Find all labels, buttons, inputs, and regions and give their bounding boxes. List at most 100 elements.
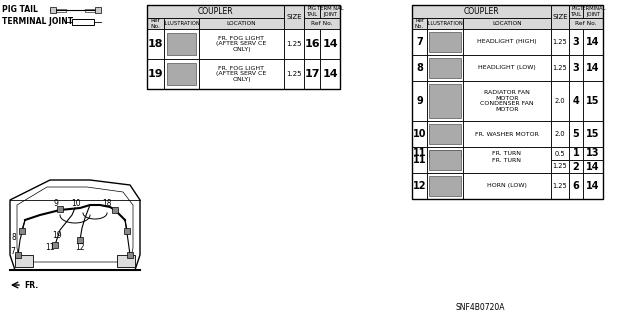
Bar <box>551 5 569 29</box>
Text: 2.0: 2.0 <box>555 98 565 104</box>
Text: 1.25: 1.25 <box>286 41 301 47</box>
Bar <box>583 5 603 18</box>
Bar <box>569 121 583 147</box>
Text: HEADLIGHT (HIGH): HEADLIGHT (HIGH) <box>477 40 537 44</box>
Text: 17: 17 <box>304 69 320 79</box>
Bar <box>412 55 427 81</box>
Text: 13: 13 <box>586 149 600 159</box>
Bar <box>463 55 551 81</box>
Bar <box>164 29 199 59</box>
Bar <box>551 81 569 121</box>
Bar <box>147 5 284 18</box>
Bar <box>57 206 63 212</box>
Bar <box>15 255 33 267</box>
Bar <box>199 18 284 29</box>
Bar <box>284 5 304 29</box>
Bar <box>551 121 569 147</box>
Text: 1.25: 1.25 <box>552 65 568 71</box>
Bar <box>427 81 463 121</box>
Bar <box>463 29 551 55</box>
Text: 2: 2 <box>573 161 579 172</box>
Bar <box>569 160 583 173</box>
Text: 5: 5 <box>573 129 579 139</box>
Text: ILLUSTRATION: ILLUSTRATION <box>163 21 200 26</box>
Text: 8: 8 <box>416 63 423 73</box>
Bar <box>551 55 569 81</box>
Text: 14: 14 <box>322 39 338 49</box>
Text: Ref
No.: Ref No. <box>415 18 424 29</box>
Bar <box>551 173 569 199</box>
Bar <box>412 81 427 121</box>
Text: 12: 12 <box>413 181 426 191</box>
Bar <box>429 58 461 78</box>
Text: 9: 9 <box>416 96 423 106</box>
Text: 3: 3 <box>573 37 579 47</box>
Text: FR. WASHER MOTOR: FR. WASHER MOTOR <box>475 131 539 137</box>
Text: HEADLIGHT (LOW): HEADLIGHT (LOW) <box>478 65 536 70</box>
Text: 1: 1 <box>573 149 579 159</box>
Bar <box>412 147 427 160</box>
Text: FR. TURN: FR. TURN <box>493 151 522 156</box>
Bar <box>427 121 463 147</box>
Bar <box>463 173 551 199</box>
Bar <box>284 59 304 89</box>
Bar <box>77 237 83 243</box>
Text: TERMINAL JOINT: TERMINAL JOINT <box>2 18 73 26</box>
Bar <box>112 207 118 213</box>
Text: 19: 19 <box>148 69 163 79</box>
Bar <box>569 55 583 81</box>
Bar <box>569 147 583 160</box>
Text: TERM NAL
JOINT: TERM NAL JOINT <box>317 6 343 17</box>
Text: 0.5: 0.5 <box>555 151 565 157</box>
Text: 10: 10 <box>413 129 426 139</box>
Text: LOCATION: LOCATION <box>492 21 522 26</box>
Bar <box>583 121 603 147</box>
Text: 1.25: 1.25 <box>552 183 568 189</box>
Text: 18: 18 <box>148 39 163 49</box>
Bar <box>167 63 196 85</box>
Text: COUPLER: COUPLER <box>464 7 499 16</box>
Text: 14: 14 <box>586 37 600 47</box>
Bar <box>427 18 463 29</box>
Text: TERMINAL
JOINT: TERMINAL JOINT <box>580 6 606 17</box>
Bar <box>429 124 461 144</box>
Text: 7: 7 <box>416 37 423 47</box>
Bar <box>427 147 463 173</box>
Bar <box>52 242 58 248</box>
Bar <box>569 81 583 121</box>
Bar <box>551 147 569 160</box>
Bar <box>551 29 569 55</box>
Text: LOCATION: LOCATION <box>227 21 256 26</box>
Text: 14: 14 <box>322 69 338 79</box>
Text: 10: 10 <box>71 199 81 209</box>
Bar <box>429 32 461 52</box>
Text: 2.0: 2.0 <box>555 131 565 137</box>
Bar <box>412 29 427 55</box>
Bar <box>412 147 427 173</box>
Text: Ref No.: Ref No. <box>311 21 333 26</box>
Bar <box>427 29 463 55</box>
Bar <box>412 5 551 18</box>
Bar <box>127 252 133 258</box>
Text: 14: 14 <box>586 181 600 191</box>
Bar <box>429 176 461 196</box>
Bar <box>463 18 551 29</box>
Bar <box>429 150 461 170</box>
Text: 1.25: 1.25 <box>552 39 568 45</box>
Bar <box>304 29 320 59</box>
Bar <box>583 160 603 173</box>
Bar <box>551 160 569 173</box>
Bar <box>199 29 284 59</box>
Text: HORN (LOW): HORN (LOW) <box>487 183 527 189</box>
Bar <box>569 29 583 55</box>
Bar <box>412 173 427 199</box>
Text: 1.25: 1.25 <box>552 164 568 169</box>
Bar <box>463 121 551 147</box>
Text: 14: 14 <box>586 63 600 73</box>
Text: 6: 6 <box>573 181 579 191</box>
Text: Ref
No.: Ref No. <box>150 18 161 29</box>
Bar <box>147 5 340 89</box>
Bar <box>304 18 340 29</box>
Text: SIZE: SIZE <box>552 14 568 20</box>
Text: SIZE: SIZE <box>286 14 302 20</box>
